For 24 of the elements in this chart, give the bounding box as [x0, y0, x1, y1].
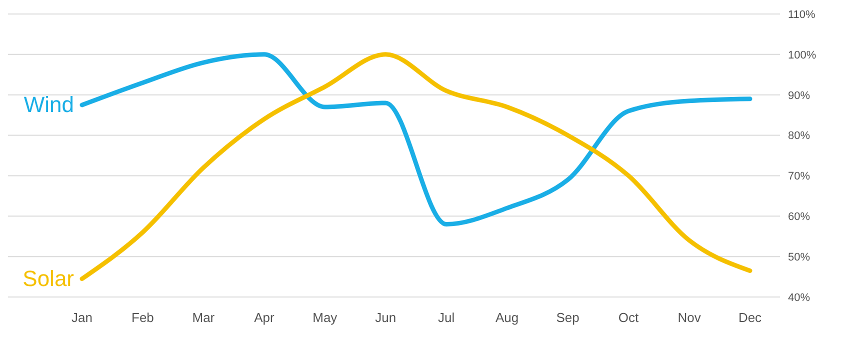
x-tick-label: Jul: [438, 310, 455, 326]
y-tick-label: 80%: [788, 130, 810, 142]
x-tick-label: Mar: [192, 310, 216, 326]
x-tick-label: Sep: [556, 310, 580, 326]
x-tick-label: Nov: [678, 310, 702, 326]
y-tick-label: 60%: [788, 211, 810, 224]
y-tick-label: 90%: [788, 90, 810, 102]
y-tick-label: 110%: [788, 8, 816, 21]
y-tick-label: 100%: [788, 49, 816, 62]
x-tick-label: May: [312, 310, 338, 326]
x-tick-label: Feb: [132, 310, 154, 326]
x-tick-label: Aug: [496, 310, 519, 326]
line-series: [80, 52, 752, 226]
series-label: Solar: [22, 266, 74, 291]
y-tick-label: 40%: [788, 292, 810, 304]
series-label: Wind: [24, 92, 74, 117]
line-series: [80, 52, 752, 282]
y-tick-label: 70%: [788, 170, 810, 183]
x-tick-label: Dec: [738, 310, 762, 326]
x-tick-label: Jun: [375, 310, 396, 326]
x-tick-label: Oct: [618, 310, 640, 326]
x-tick-label: Apr: [254, 310, 275, 326]
y-tick-label: 50%: [788, 251, 810, 264]
x-tick-label: Jan: [72, 310, 92, 326]
